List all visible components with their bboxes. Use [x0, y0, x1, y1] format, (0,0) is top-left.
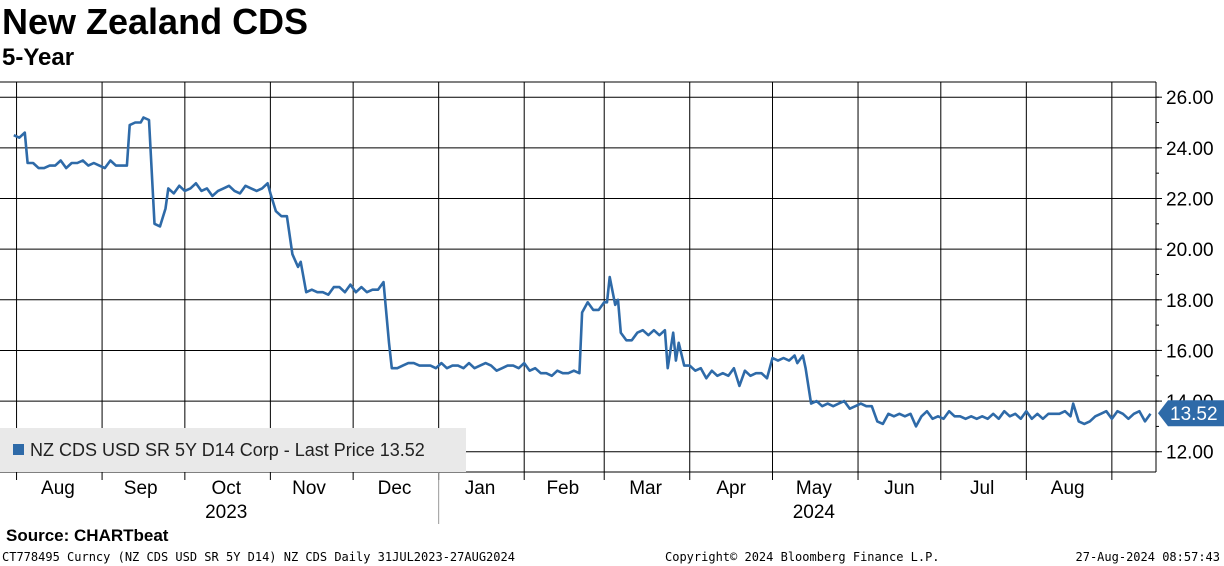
- series-layer: [13, 116, 1152, 428]
- legend-label: NZ CDS USD SR 5Y D14 Corp - Last Price 1…: [30, 440, 425, 460]
- y-tick-label: 20.00: [1166, 240, 1214, 261]
- footer-timestamp: 27-Aug-2024 08:57:43: [1075, 550, 1221, 564]
- y-tick-label: 24.00: [1166, 139, 1214, 160]
- footer-copyright: Copyright© 2024 Bloomberg Finance L.P.: [665, 550, 940, 564]
- y-tick-label: 18.00: [1166, 291, 1214, 312]
- x-year-label: 2023: [205, 502, 247, 523]
- last-price-tag: 13.52: [1158, 400, 1224, 427]
- plot-frame: [0, 81, 1157, 473]
- y-tick-label: 16.00: [1166, 341, 1214, 362]
- x-month-label: May: [796, 478, 832, 499]
- legend-swatch: [13, 444, 24, 455]
- grid-lines: [0, 82, 1156, 472]
- x-month-label: Oct: [211, 478, 241, 499]
- y-tick-label: 26.00: [1166, 88, 1214, 109]
- x-year-label: 2024: [793, 502, 836, 523]
- x-axis: Aug Sep Oct Nov Dec Jan Feb Mar Apr May Jun Jul Aug 2…: [16, 472, 1113, 524]
- last-price-tag-label: 13.52: [1170, 404, 1218, 425]
- x-month-label: Mar: [629, 478, 662, 499]
- cds-line-chart: NZ CDS USD SR 5Y D14 Corp - Last Price 1…: [0, 81, 1224, 524]
- footer-ticker-info: CT778495 Curncy (NZ CDS USD SR 5Y D14) N…: [2, 550, 515, 564]
- x-month-label: Apr: [716, 478, 746, 499]
- source-label: Source: CHARTbeat: [6, 526, 169, 545]
- x-month-label: Dec: [378, 478, 412, 499]
- x-month-label: Jan: [465, 478, 496, 499]
- x-month-label: Aug: [1051, 478, 1085, 499]
- series-line: [13, 116, 1152, 428]
- x-month-label: Jun: [884, 478, 915, 499]
- legend: NZ CDS USD SR 5Y D14 Corp - Last Price 1…: [0, 428, 466, 472]
- y-tick-label: 22.00: [1166, 189, 1214, 210]
- x-month-label: Sep: [124, 478, 158, 499]
- legend-background: [0, 428, 466, 472]
- y-tick-label: 12.00: [1166, 443, 1214, 464]
- chart-subtitle: 5-Year: [2, 44, 75, 71]
- last-price-tag-shape: [1158, 400, 1224, 427]
- x-month-label: Feb: [546, 478, 579, 499]
- x-month-label: Aug: [41, 478, 75, 499]
- chart-title: New Zealand CDS: [2, 1, 309, 42]
- x-month-label: Nov: [292, 478, 326, 499]
- x-month-label: Jul: [970, 478, 994, 499]
